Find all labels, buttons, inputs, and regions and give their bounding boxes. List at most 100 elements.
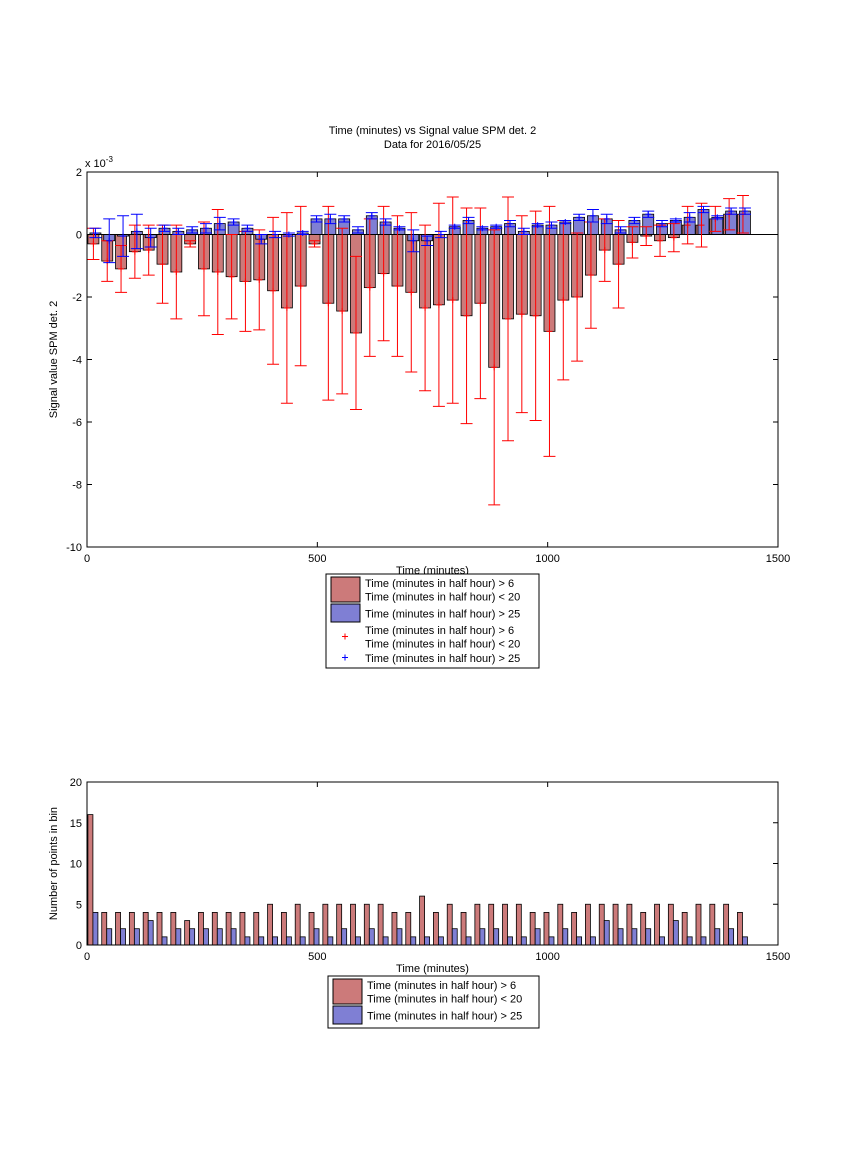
bar	[590, 936, 596, 946]
plus-marker	[532, 312, 539, 319]
plus-marker	[670, 234, 677, 241]
y-tick-label: 0	[76, 940, 82, 952]
bar	[737, 912, 743, 946]
x-tick-label: 500	[308, 553, 326, 565]
plus-marker	[242, 278, 249, 285]
plus-marker	[451, 223, 458, 230]
y-multiplier-exponent: -3	[106, 155, 114, 164]
legend-swatch	[332, 978, 363, 1005]
bar	[585, 903, 591, 946]
plus-marker	[714, 214, 721, 221]
plus-marker	[202, 225, 209, 232]
bar	[272, 936, 278, 946]
plus-marker	[327, 215, 334, 222]
plus-marker	[283, 304, 290, 311]
x-tick-label: 0	[84, 553, 90, 565]
bar	[460, 912, 467, 946]
plus-marker	[589, 212, 596, 219]
bar	[515, 903, 522, 946]
bar	[175, 928, 182, 946]
legend-box	[327, 975, 540, 1029]
plus-marker	[698, 222, 705, 229]
plus-marker	[368, 212, 375, 219]
bar	[350, 903, 356, 946]
bar	[419, 895, 425, 946]
bar	[598, 903, 605, 946]
plus-marker	[465, 217, 472, 224]
plus-marker	[341, 215, 348, 222]
bar	[576, 936, 583, 946]
plus-marker	[518, 311, 525, 318]
y-tick-label: -10	[66, 542, 82, 554]
bar	[612, 903, 619, 946]
bar	[640, 912, 647, 946]
plus-marker	[491, 364, 498, 371]
plus-marker	[507, 220, 514, 227]
plus-marker	[576, 214, 583, 221]
legend-label: Time (minutes in half hour) > 6	[367, 980, 516, 992]
plus-marker	[422, 304, 429, 311]
y-tick-label: -6	[72, 417, 82, 429]
bar	[128, 912, 135, 946]
bar	[617, 928, 624, 946]
bar	[230, 928, 237, 946]
bar	[225, 912, 232, 946]
legend-label: Time (minutes in half hour) < 20	[365, 592, 520, 604]
bar	[507, 936, 513, 946]
y-tick-label: 15	[70, 818, 82, 830]
plus-marker	[617, 226, 624, 233]
axes-box	[86, 781, 779, 946]
bar	[147, 920, 154, 946]
plus-marker	[505, 315, 512, 322]
bar	[571, 912, 578, 946]
bar	[92, 912, 99, 946]
y-tick-label: -2	[72, 292, 82, 304]
plus-marker	[352, 329, 359, 336]
x-axis-label: Time (minutes)	[396, 963, 469, 975]
plus-marker	[380, 270, 387, 277]
plus-marker	[175, 228, 182, 235]
plus-marker	[366, 284, 373, 291]
plus-marker	[700, 206, 707, 213]
bar	[216, 928, 223, 946]
bar	[101, 912, 108, 946]
bar	[308, 912, 315, 946]
bar	[313, 928, 320, 946]
plus-marker	[659, 220, 666, 227]
plus-marker	[147, 234, 154, 241]
legend-label: Time (minutes in half hour) > 6	[365, 578, 514, 590]
plus-marker	[173, 269, 180, 275]
bar	[686, 936, 693, 946]
bar	[451, 928, 458, 946]
bar	[161, 936, 168, 946]
bar	[189, 928, 196, 946]
plus-marker	[396, 225, 403, 232]
bar	[502, 903, 508, 946]
legend: Time (minutes in half hour) > 6 Time (min…	[327, 975, 540, 1029]
bar	[410, 936, 417, 946]
plus-marker	[106, 237, 113, 244]
plus-marker	[216, 220, 223, 227]
plus-marker	[285, 231, 292, 238]
plus-marker	[133, 228, 140, 235]
plus-marker	[145, 247, 152, 254]
bar	[211, 912, 218, 946]
y-tick-label: 2	[76, 167, 82, 179]
bar	[645, 928, 652, 946]
plus-marker	[408, 289, 415, 296]
plus-marker	[587, 272, 594, 279]
plus-marker	[92, 229, 99, 236]
bar	[115, 912, 121, 946]
bar	[488, 903, 495, 946]
bar	[465, 936, 472, 946]
bar	[695, 903, 702, 946]
y-tick-label: 20	[70, 777, 82, 789]
plus-marker	[118, 265, 125, 272]
plus-marker	[684, 222, 691, 229]
bar	[714, 928, 721, 946]
bar	[184, 920, 191, 946]
axes-box	[86, 171, 779, 548]
plus-marker	[560, 297, 567, 304]
bar	[626, 903, 633, 946]
